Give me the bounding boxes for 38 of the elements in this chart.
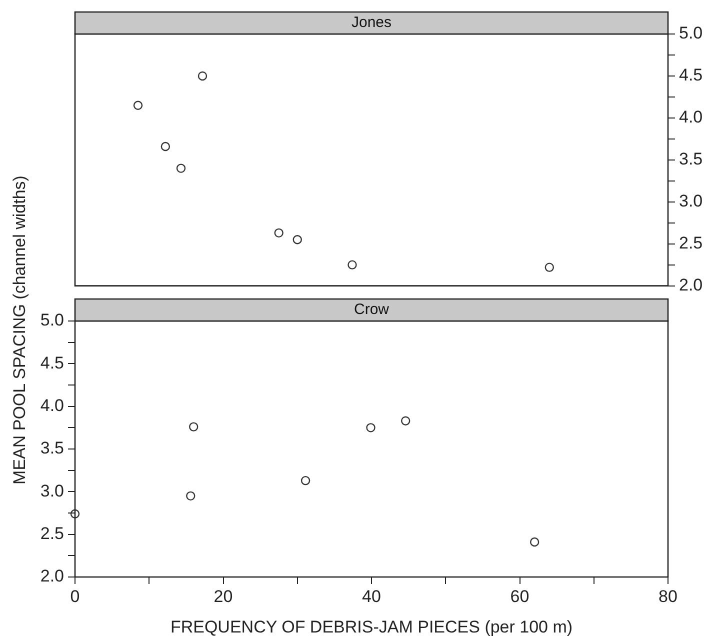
y-tick-label: 4.5 bbox=[679, 66, 703, 85]
point bbox=[530, 537, 540, 547]
point bbox=[348, 260, 357, 270]
y-tick-label: 5.0 bbox=[679, 24, 703, 43]
chart-title: Jones bbox=[351, 14, 392, 32]
x-tick-label: 80 bbox=[658, 586, 678, 606]
chart-title: Crow bbox=[354, 301, 390, 318]
y-tick-label: 5.0 bbox=[40, 310, 64, 330]
y-tick-label: 4.0 bbox=[679, 108, 703, 127]
y-tick-label: 3.5 bbox=[679, 150, 703, 169]
y-tick-label: 2.0 bbox=[40, 566, 64, 586]
y-tick-label: 3.0 bbox=[679, 192, 703, 211]
point bbox=[198, 71, 208, 81]
point bbox=[189, 422, 198, 432]
x-tick-label: 0 bbox=[70, 586, 80, 606]
point bbox=[292, 235, 302, 244]
y-tick-label: 4.5 bbox=[40, 353, 64, 372]
x-tick-label: 40 bbox=[362, 586, 381, 606]
x-tick-label: 20 bbox=[214, 586, 233, 606]
y-tick-label: 4.0 bbox=[40, 396, 64, 416]
x-tick-label: 60 bbox=[510, 586, 530, 606]
point bbox=[300, 476, 310, 486]
y-tick-label: 3.5 bbox=[40, 438, 64, 458]
point bbox=[176, 164, 186, 173]
y-tick-label: 2.0 bbox=[679, 275, 703, 294]
y-tick-label: 2.5 bbox=[40, 524, 64, 544]
point bbox=[274, 228, 284, 238]
point bbox=[401, 416, 410, 426]
point bbox=[70, 509, 80, 518]
point bbox=[544, 262, 554, 272]
point bbox=[133, 100, 143, 110]
y-tick-label: 2.5 bbox=[679, 234, 703, 253]
x-axis-title: FREQUENCY OF DEBRIS-JAM PIECES (per 100 m) bbox=[170, 617, 573, 636]
point bbox=[366, 423, 376, 432]
point bbox=[160, 142, 170, 152]
y-tick-label: 3.0 bbox=[40, 481, 64, 500]
y-axis-title: MEAN POOL SPACING (channel widths) bbox=[10, 176, 30, 484]
point bbox=[186, 491, 196, 501]
